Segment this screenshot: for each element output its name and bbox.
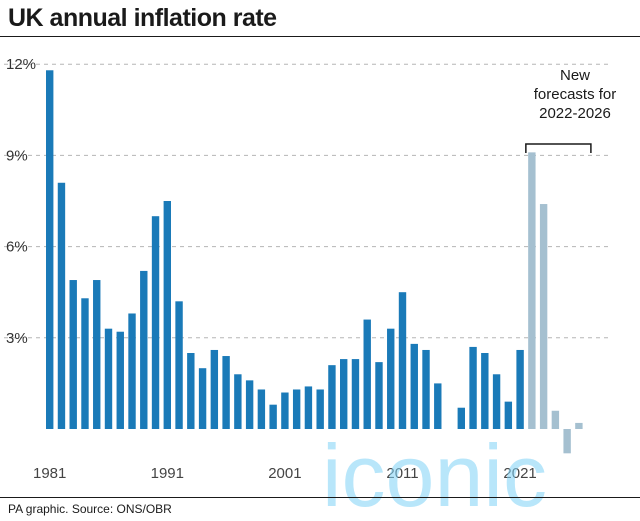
bar-actual-1988: [128, 313, 136, 429]
source-note: PA graphic. Source: ONS/OBR: [8, 502, 172, 516]
bar-actual-1991: [163, 201, 171, 429]
annotation-text: New: [560, 67, 590, 84]
x-tick-label: 2021: [503, 465, 536, 482]
bar-actual-1994: [198, 368, 207, 429]
bar-forecast-2022: [528, 152, 536, 430]
bar-actual-2019: [492, 374, 501, 429]
bar-actual-2012: [410, 343, 418, 429]
y-axis-ticks: 12% 9% 6% 3%: [6, 56, 36, 347]
bar-forecast-2026: [575, 422, 583, 429]
bar-actual-2009: [375, 362, 383, 429]
bar-actual-1998: [245, 380, 254, 429]
x-axis-ticks: 1981 1991 2001 2011 2021: [33, 465, 537, 482]
bar-actual-2020: [504, 401, 513, 429]
forecast-annotation: New forecasts for 2022-2026: [525, 67, 617, 153]
bar-actual-2003: [304, 386, 313, 429]
bar-actual-2014: [434, 383, 442, 429]
footer-divider: [0, 497, 640, 498]
y-tick-label: 12%: [6, 56, 36, 73]
bar-actual-2013: [422, 349, 430, 429]
bar-actual-2000: [269, 404, 277, 429]
bar-actual-2008: [363, 319, 371, 429]
bar-actual-1990: [151, 216, 160, 429]
bar-actual-1984: [81, 298, 89, 429]
bars: [46, 70, 583, 454]
bar-actual-1986: [104, 328, 113, 429]
y-tick-label: 6%: [6, 239, 28, 256]
bar-actual-2004: [316, 389, 324, 429]
gridlines: [4, 63, 612, 339]
watermark: iconic: [322, 426, 547, 521]
bar-actual-1999: [257, 389, 266, 429]
bar-actual-1995: [210, 349, 219, 429]
bar-actual-2002: [292, 389, 301, 429]
x-tick-label: 2011: [386, 465, 418, 482]
bar-actual-1981: [46, 70, 54, 429]
bar-actual-1982: [57, 182, 66, 429]
y-tick-label: 3%: [6, 330, 28, 347]
bar-actual-2016: [457, 407, 465, 429]
annotation-text: 2022-2026: [539, 105, 611, 122]
x-tick-label: 1991: [151, 465, 184, 482]
chart-title: UK annual inflation rate: [8, 4, 277, 32]
title-divider: [0, 36, 640, 37]
bar-actual-2010: [387, 328, 395, 429]
bar-actual-1997: [234, 374, 242, 429]
annotation-bracket: [525, 143, 592, 153]
y-tick-label: 9%: [6, 147, 28, 164]
bar-actual-1996: [222, 356, 230, 429]
annotation-text: forecasts for: [534, 86, 617, 103]
bar-actual-2017: [469, 346, 477, 429]
bar-actual-2007: [351, 359, 360, 429]
bar-forecast-2024: [551, 410, 560, 429]
bar-forecast-2023: [539, 204, 548, 429]
bar-actual-2021: [516, 349, 524, 429]
bar-actual-2011: [398, 292, 407, 429]
bar-actual-1985: [93, 280, 101, 429]
bar-forecast-2025: [563, 429, 571, 454]
bar-actual-1983: [69, 280, 77, 429]
bar-actual-2018: [481, 353, 489, 429]
bar-actual-2001: [281, 392, 289, 429]
bar-actual-1993: [187, 353, 195, 429]
bar-actual-2006: [340, 359, 348, 429]
x-tick-label: 2001: [268, 465, 301, 482]
x-tick-label: 1981: [33, 465, 66, 482]
bar-actual-1992: [175, 301, 183, 429]
bar-actual-1987: [116, 331, 124, 429]
bar-actual-1989: [140, 270, 148, 429]
bar-actual-2005: [328, 365, 336, 429]
